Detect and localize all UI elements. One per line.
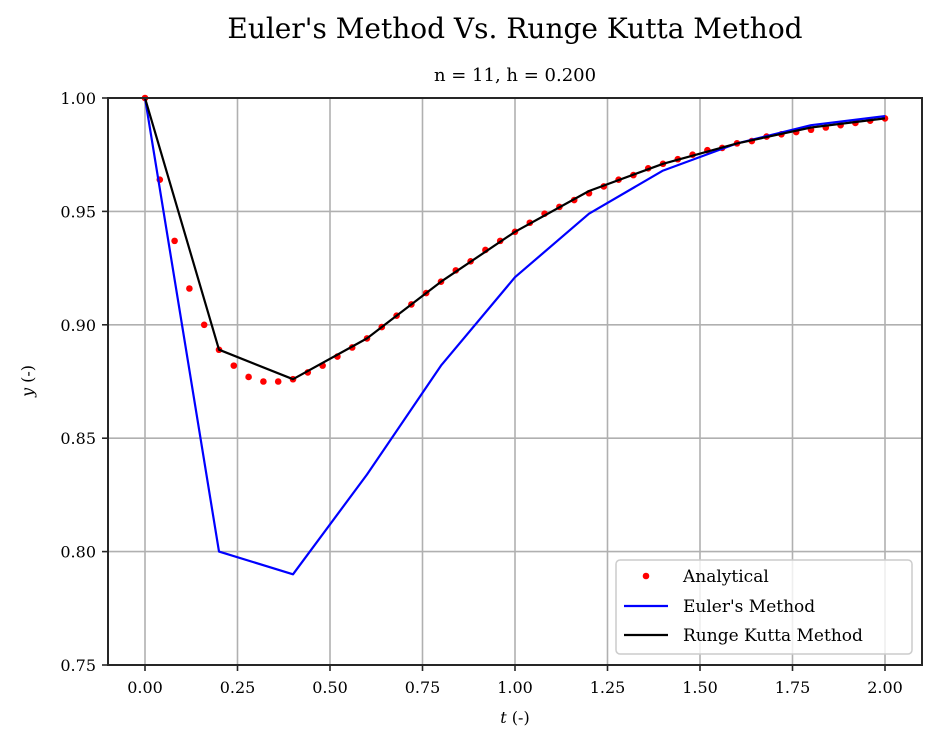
data-point bbox=[200, 321, 208, 329]
data-point bbox=[245, 373, 252, 381]
x-tick-label: 2.00 bbox=[867, 678, 903, 697]
x-tick-label: 1.50 bbox=[682, 678, 718, 697]
y-axis-ticks: 0.75 0.80 0.85 0.90 0.95 1.00 bbox=[60, 89, 108, 675]
x-tick-label: 0.50 bbox=[312, 678, 348, 697]
data-point bbox=[171, 237, 178, 245]
legend: Analytical Euler's Method Runge Kutta Me… bbox=[615, 559, 913, 655]
data-point bbox=[230, 362, 238, 369]
x-tick-label: 1.00 bbox=[497, 678, 533, 697]
x-tick-label: 1.25 bbox=[590, 678, 626, 697]
y-axis-label: y (-) bbox=[18, 365, 37, 398]
y-axis-unit: (-) bbox=[18, 365, 37, 388]
y-tick-label: 0.75 bbox=[60, 656, 96, 675]
data-point bbox=[186, 285, 193, 292]
y-axis-var: y bbox=[18, 387, 37, 398]
y-tick-label: 0.80 bbox=[60, 543, 96, 562]
x-axis-label: t (-) bbox=[500, 708, 529, 727]
grid-lines bbox=[108, 97, 922, 666]
legend-box bbox=[615, 559, 913, 655]
x-tick-label: 1.75 bbox=[775, 678, 811, 697]
x-axis-ticks: 0.00 0.25 0.50 0.75 1.00 1.25 1.50 1.75 2.00 bbox=[127, 665, 903, 697]
y-tick-label: 0.85 bbox=[60, 429, 96, 448]
x-tick-label: 0.75 bbox=[405, 678, 441, 697]
legend-analytical-marker-icon bbox=[642, 572, 650, 580]
legend-item-euler: Euler's Method bbox=[683, 597, 815, 617]
data-point bbox=[274, 378, 282, 385]
series-runge-kutta-method bbox=[143, 97, 886, 381]
y-tick-label: 1.00 bbox=[60, 89, 96, 108]
plot-area bbox=[141, 94, 889, 576]
x-axis-unit: (-) bbox=[507, 708, 530, 727]
y-tick-label: 0.95 bbox=[60, 202, 96, 221]
chart-title: Euler's Method Vs. Runge Kutta Method bbox=[227, 12, 802, 45]
legend-item-analytical: Analytical bbox=[682, 567, 769, 587]
y-tick-label: 0.90 bbox=[60, 316, 96, 335]
x-axis-var: t bbox=[500, 708, 507, 727]
chart-subtitle: n = 11, h = 0.200 bbox=[434, 65, 596, 86]
x-tick-label: 0.25 bbox=[220, 678, 256, 697]
data-point bbox=[260, 378, 267, 385]
legend-item-runge-kutta: Runge Kutta Method bbox=[683, 626, 863, 646]
x-tick-label: 0.00 bbox=[127, 678, 163, 697]
